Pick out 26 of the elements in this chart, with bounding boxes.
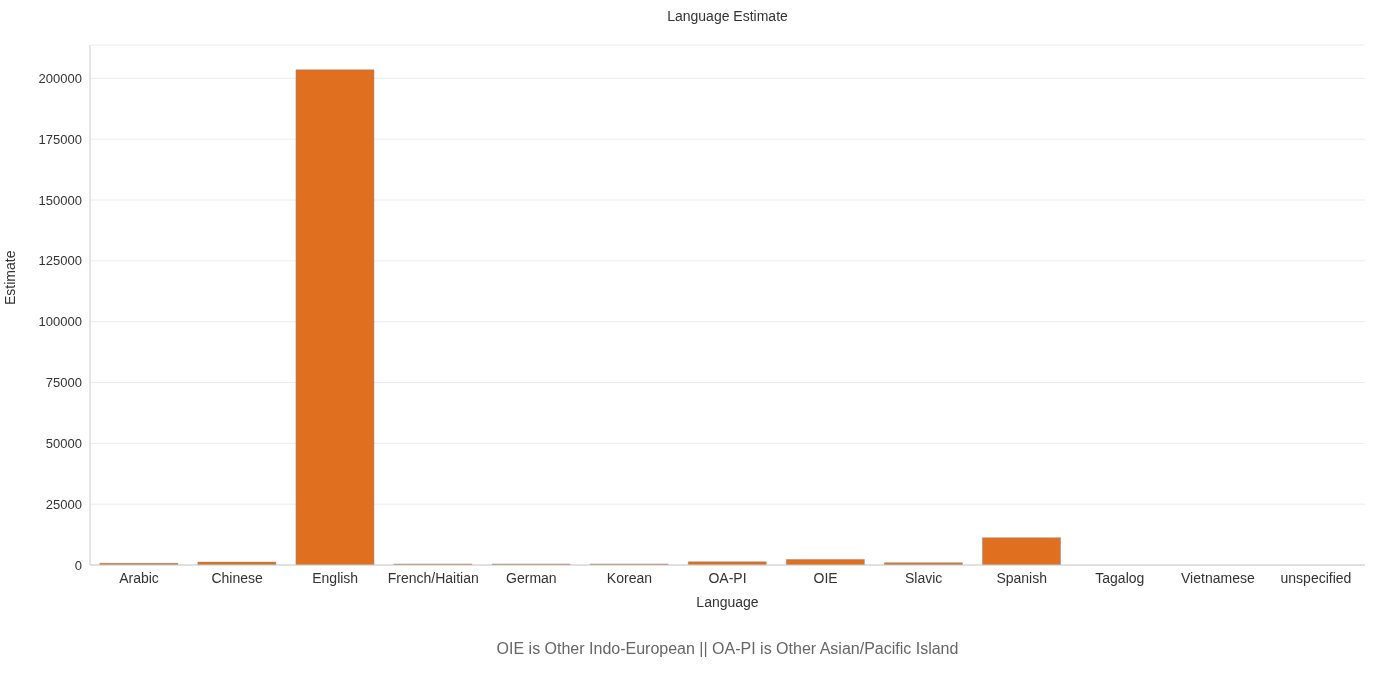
y-tick-label: 50000 (45, 435, 82, 451)
x-tick-label: Vietnamese (1181, 569, 1255, 586)
x-tick-label: English (312, 569, 359, 586)
y-axis-title: Estimate (1, 250, 18, 305)
y-tick-label: 175000 (38, 131, 82, 147)
y-tick-label: 125000 (38, 253, 82, 269)
y-tick-label: 100000 (38, 314, 82, 330)
y-tick-label: 75000 (45, 375, 82, 391)
x-tick-label: German (506, 569, 557, 586)
x-tick-label: Arabic (119, 569, 159, 586)
x-axis-title: Language (696, 594, 759, 610)
y-tick-label: 0 (74, 557, 82, 573)
x-tick-label: Tagalog (1095, 569, 1145, 586)
y-tick-label: 200000 (38, 70, 82, 86)
x-tick-label: Spanish (996, 569, 1048, 586)
text: OIE is Other Indo-European || OA-PI is Other Asian/Pacific Island (495, 640, 960, 658)
x-tick-label: unspecified (1280, 569, 1352, 586)
x-tick-label: OA-PI (708, 569, 747, 586)
x-tick-label: Chinese (211, 569, 264, 586)
chart-title: Language Estimate (666, 8, 789, 24)
x-tick-label: French/Haitian (387, 569, 479, 586)
y-tick-label: 25000 (45, 496, 82, 512)
x-tick-label: OIE (813, 569, 838, 586)
x-tick-label: Slavic (904, 569, 943, 586)
x-tick-label: Korean (606, 569, 652, 586)
y-tick-label: 150000 (38, 192, 82, 208)
